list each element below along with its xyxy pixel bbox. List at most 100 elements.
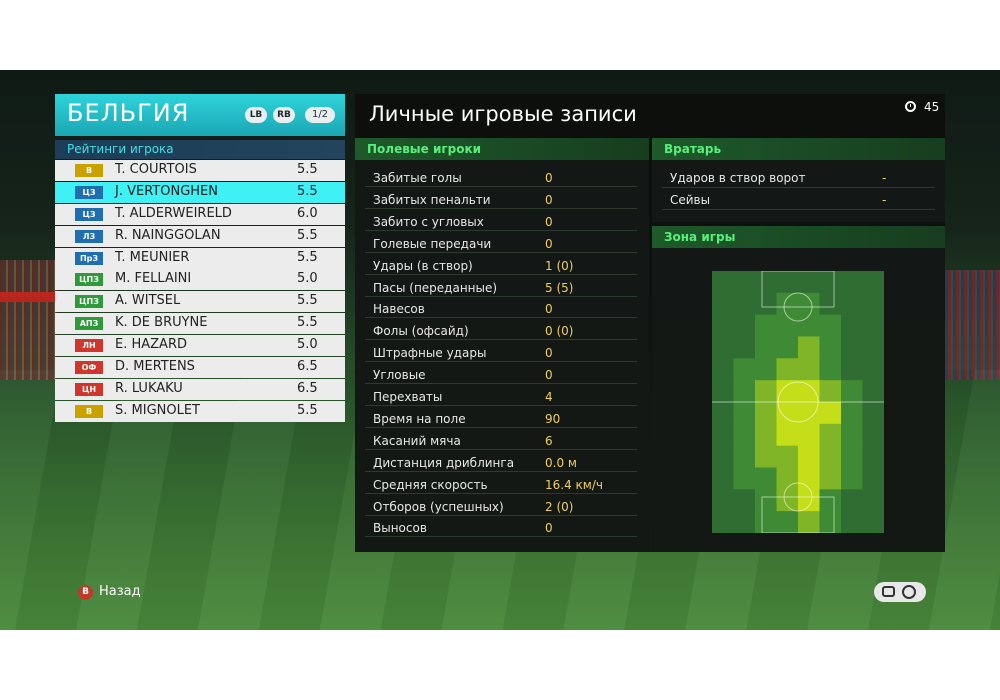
heatmap-cell <box>862 489 884 512</box>
lb-button-icon[interactable]: LB <box>245 107 267 123</box>
rb-button-icon[interactable]: RB <box>273 107 295 123</box>
heatmap-cell <box>755 380 777 403</box>
stat-value: 0 <box>545 521 553 536</box>
heatmap-cell <box>862 314 884 337</box>
heatmap-cell <box>862 292 884 316</box>
stat-row: Штрафные удары 0 <box>365 341 637 363</box>
stat-row: Касаний мяча 6 <box>365 429 637 450</box>
player-rating: 5.5 <box>297 293 318 309</box>
controller-hint[interactable] <box>874 582 926 602</box>
right-stick-icon <box>902 585 916 599</box>
heatmap-cell <box>862 358 884 381</box>
stat-label: Выносов <box>373 521 427 536</box>
heatmap-cell <box>819 511 842 533</box>
stat-row: Дистанция дриблинга 0.0 м <box>365 451 637 472</box>
heatmap-cell <box>819 402 842 425</box>
match-timer: 45 <box>905 100 939 114</box>
ratings-header: Рейтинги игрока <box>55 140 345 159</box>
player-rating: 6.5 <box>297 359 318 375</box>
player-name: K. DE BRUYNE <box>115 315 208 331</box>
heatmap-cell <box>862 511 884 533</box>
heatmap-cell <box>862 402 884 425</box>
player-name: T. COURTOIS <box>115 162 197 177</box>
heatmap-cell <box>712 467 734 490</box>
heatmap-cell <box>712 402 734 425</box>
heatmap-cell <box>776 423 799 447</box>
stat-label: Удары (в створ) <box>373 258 473 273</box>
player-row[interactable]: ЛН E. HAZARD 5.0 <box>55 335 345 357</box>
stat-row: Фолы (офсайд) 0 (0) <box>365 319 637 341</box>
stat-row: Навесов 0 <box>365 297 637 319</box>
top-penalty-arc <box>783 292 813 322</box>
stat-value: 0 <box>545 346 553 361</box>
player-row[interactable]: ЦПЗ A. WITSEL 5.5 <box>55 291 345 313</box>
heatmap-cell <box>733 314 756 337</box>
player-row[interactable]: ЦЗ J. VERTONGHEN 5.5 <box>55 181 345 203</box>
heatmap-cell <box>776 489 799 512</box>
heatmap-cell <box>841 292 863 316</box>
heatmap-cell <box>819 445 842 468</box>
position-badge: АПЗ <box>75 317 103 331</box>
stat-label: Сейвы <box>670 193 711 207</box>
player-name: E. HAZARD <box>115 337 187 353</box>
heatmap-cell <box>733 380 756 403</box>
heatmap-cell <box>776 292 799 316</box>
heatmap-cell <box>776 402 799 425</box>
stat-label: Забитых пенальти <box>373 192 491 207</box>
stat-row: Забитых пенальти 0 <box>365 188 637 209</box>
team-header: БЕЛЬГИЯ LB RB 1/2 <box>55 94 345 136</box>
heatmap-cell <box>755 358 777 381</box>
heatmap-cell <box>776 271 799 294</box>
clock-icon <box>905 101 916 112</box>
stat-row: Голевые передачи 0 <box>365 232 637 253</box>
stat-label: Фолы (офсайд) <box>373 324 469 339</box>
heatmap-cell <box>798 467 820 490</box>
heatmap-cell <box>755 467 777 490</box>
heatmap-cell <box>733 271 756 294</box>
player-rating: 5.5 <box>297 183 318 199</box>
stat-value: 0 <box>545 214 553 229</box>
player-row[interactable]: ЦПЗ M. FELLAINI 5.0 <box>55 269 345 291</box>
stat-label: Забито с угловых <box>373 214 484 229</box>
player-name: R. LUKAKU <box>115 380 183 396</box>
player-row[interactable]: ЛЗ R. NAINGGOLAN 5.5 <box>55 225 345 247</box>
heatmap-cell <box>733 336 756 359</box>
heatmap-cell <box>712 511 734 533</box>
b-button-icon: B <box>78 585 93 600</box>
heatmap-cell <box>862 380 884 403</box>
player-rating: 6.0 <box>297 205 318 221</box>
player-row[interactable]: АПЗ K. DE BRUYNE 5.5 <box>55 313 345 335</box>
heatmap-cell <box>733 511 756 533</box>
heatmap-cell <box>733 423 756 447</box>
heatmap-cell <box>755 489 777 512</box>
heatmap-cell <box>712 358 734 381</box>
stat-row: Забито с угловых 0 <box>365 210 637 231</box>
player-row[interactable]: В T. COURTOIS 5.5 <box>55 160 345 181</box>
stat-row: Выносов 0 <box>365 516 637 538</box>
heatmap-cell <box>755 511 777 533</box>
stat-value: - <box>882 193 887 207</box>
stat-value: 6 <box>545 433 553 448</box>
heatmap-cell <box>712 445 734 468</box>
stadium-crowd-left <box>0 260 58 380</box>
player-row[interactable]: ЦЗ T. ALDERWEIRELD 6.0 <box>55 203 345 225</box>
team-name: БЕЛЬГИЯ <box>67 99 190 127</box>
heatmap-cell <box>841 445 863 468</box>
player-row[interactable]: ПрЗ T. MEUNIER 5.5 <box>55 247 345 269</box>
back-hint[interactable]: B Назад <box>78 584 141 600</box>
goalkeeper-title: Вратарь <box>652 138 945 160</box>
stat-label: Навесов <box>373 302 425 317</box>
player-name: D. MERTENS <box>115 359 195 375</box>
player-rating: 6.5 <box>297 380 318 396</box>
heatmap-cell <box>755 314 777 337</box>
player-row[interactable]: ОФ D. MERTENS 6.5 <box>55 357 345 379</box>
heatmap-cell <box>819 489 842 512</box>
position-badge: ЦПЗ <box>75 273 103 287</box>
heatmap-cell <box>862 445 884 468</box>
stat-value: 5 (5) <box>545 280 574 295</box>
heatmap-cell <box>819 358 842 381</box>
gk-stat-row: Ударов в створ ворот - <box>662 166 935 188</box>
player-row[interactable]: В S. MIGNOLET 5.5 <box>55 400 345 422</box>
heatmap-cell <box>819 423 842 447</box>
player-row[interactable]: ЦН R. LUKAKU 6.5 <box>55 378 345 400</box>
